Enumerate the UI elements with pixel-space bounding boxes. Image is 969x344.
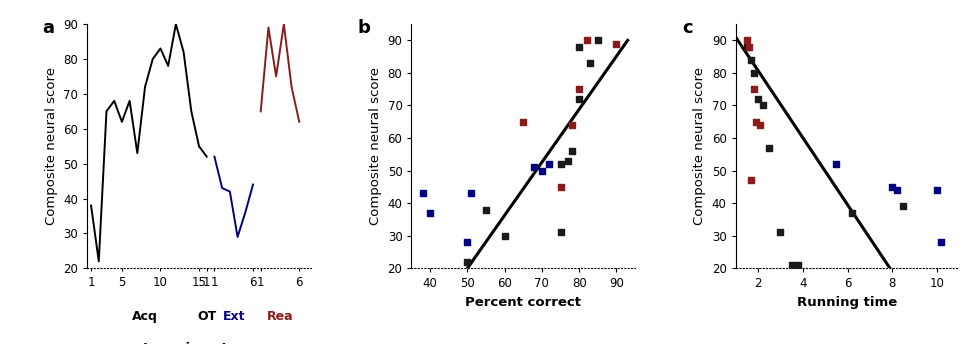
Text: b: b <box>358 19 371 37</box>
Point <box>889 187 904 193</box>
Point <box>552 161 568 167</box>
Point <box>552 184 568 190</box>
Point <box>459 239 475 245</box>
Point <box>762 145 777 151</box>
Point <box>755 103 770 108</box>
Point <box>828 161 844 167</box>
Text: Learning stage: Learning stage <box>142 342 255 344</box>
Point <box>784 262 799 268</box>
Point <box>572 44 587 50</box>
Point <box>534 168 549 173</box>
Text: a: a <box>43 19 54 37</box>
Point <box>542 161 557 167</box>
Text: c: c <box>682 19 693 37</box>
Point <box>422 210 438 216</box>
Point <box>582 61 598 66</box>
Point <box>739 37 755 43</box>
Text: OT: OT <box>197 310 216 323</box>
Point <box>527 165 543 170</box>
Point <box>743 178 759 183</box>
Point <box>746 70 762 76</box>
Point <box>463 191 479 196</box>
Y-axis label: Composite neural score: Composite neural score <box>693 67 706 225</box>
Point <box>739 44 755 50</box>
Point <box>743 57 759 63</box>
Text: Ext: Ext <box>223 310 245 323</box>
Point <box>552 230 568 235</box>
Point <box>564 122 579 128</box>
Point <box>885 184 900 190</box>
X-axis label: Running time: Running time <box>797 296 897 309</box>
Point <box>564 148 579 154</box>
Y-axis label: Composite neural score: Composite neural score <box>369 67 382 225</box>
Point <box>590 37 606 43</box>
Point <box>479 207 494 213</box>
Y-axis label: Composite neural score: Composite neural score <box>45 67 58 225</box>
Text: Acq: Acq <box>132 310 158 323</box>
Point <box>746 86 762 92</box>
Point <box>741 44 757 50</box>
Point <box>895 204 911 209</box>
Point <box>791 262 806 268</box>
Point <box>748 119 764 125</box>
Point <box>609 41 624 46</box>
Point <box>929 187 945 193</box>
Point <box>560 158 576 164</box>
Point <box>572 96 587 102</box>
Point <box>753 122 768 128</box>
Point <box>772 230 788 235</box>
Text: Rea: Rea <box>266 310 294 323</box>
Point <box>578 37 594 43</box>
Point <box>516 119 531 125</box>
X-axis label: Percent correct: Percent correct <box>465 296 581 309</box>
Point <box>934 239 950 245</box>
Point <box>459 259 475 265</box>
Point <box>572 86 587 92</box>
Point <box>844 210 860 216</box>
Point <box>497 233 513 238</box>
Point <box>415 191 430 196</box>
Point <box>750 96 766 102</box>
